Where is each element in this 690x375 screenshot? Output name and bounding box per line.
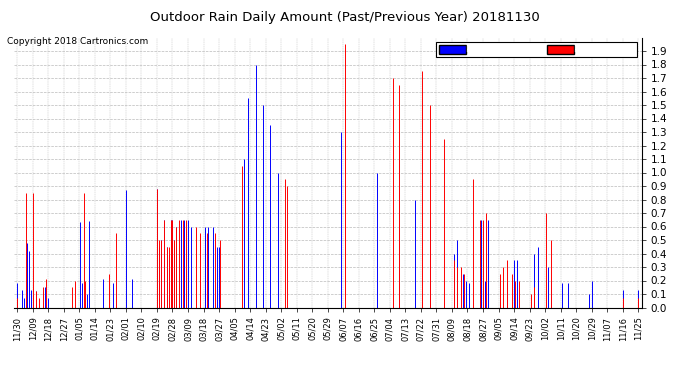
Text: Copyright 2018 Cartronics.com: Copyright 2018 Cartronics.com <box>7 38 148 46</box>
Text: Outdoor Rain Daily Amount (Past/Previous Year) 20181130: Outdoor Rain Daily Amount (Past/Previous… <box>150 11 540 24</box>
Legend: Previous  (Inches), Past  (Inches): Previous (Inches), Past (Inches) <box>436 42 637 57</box>
